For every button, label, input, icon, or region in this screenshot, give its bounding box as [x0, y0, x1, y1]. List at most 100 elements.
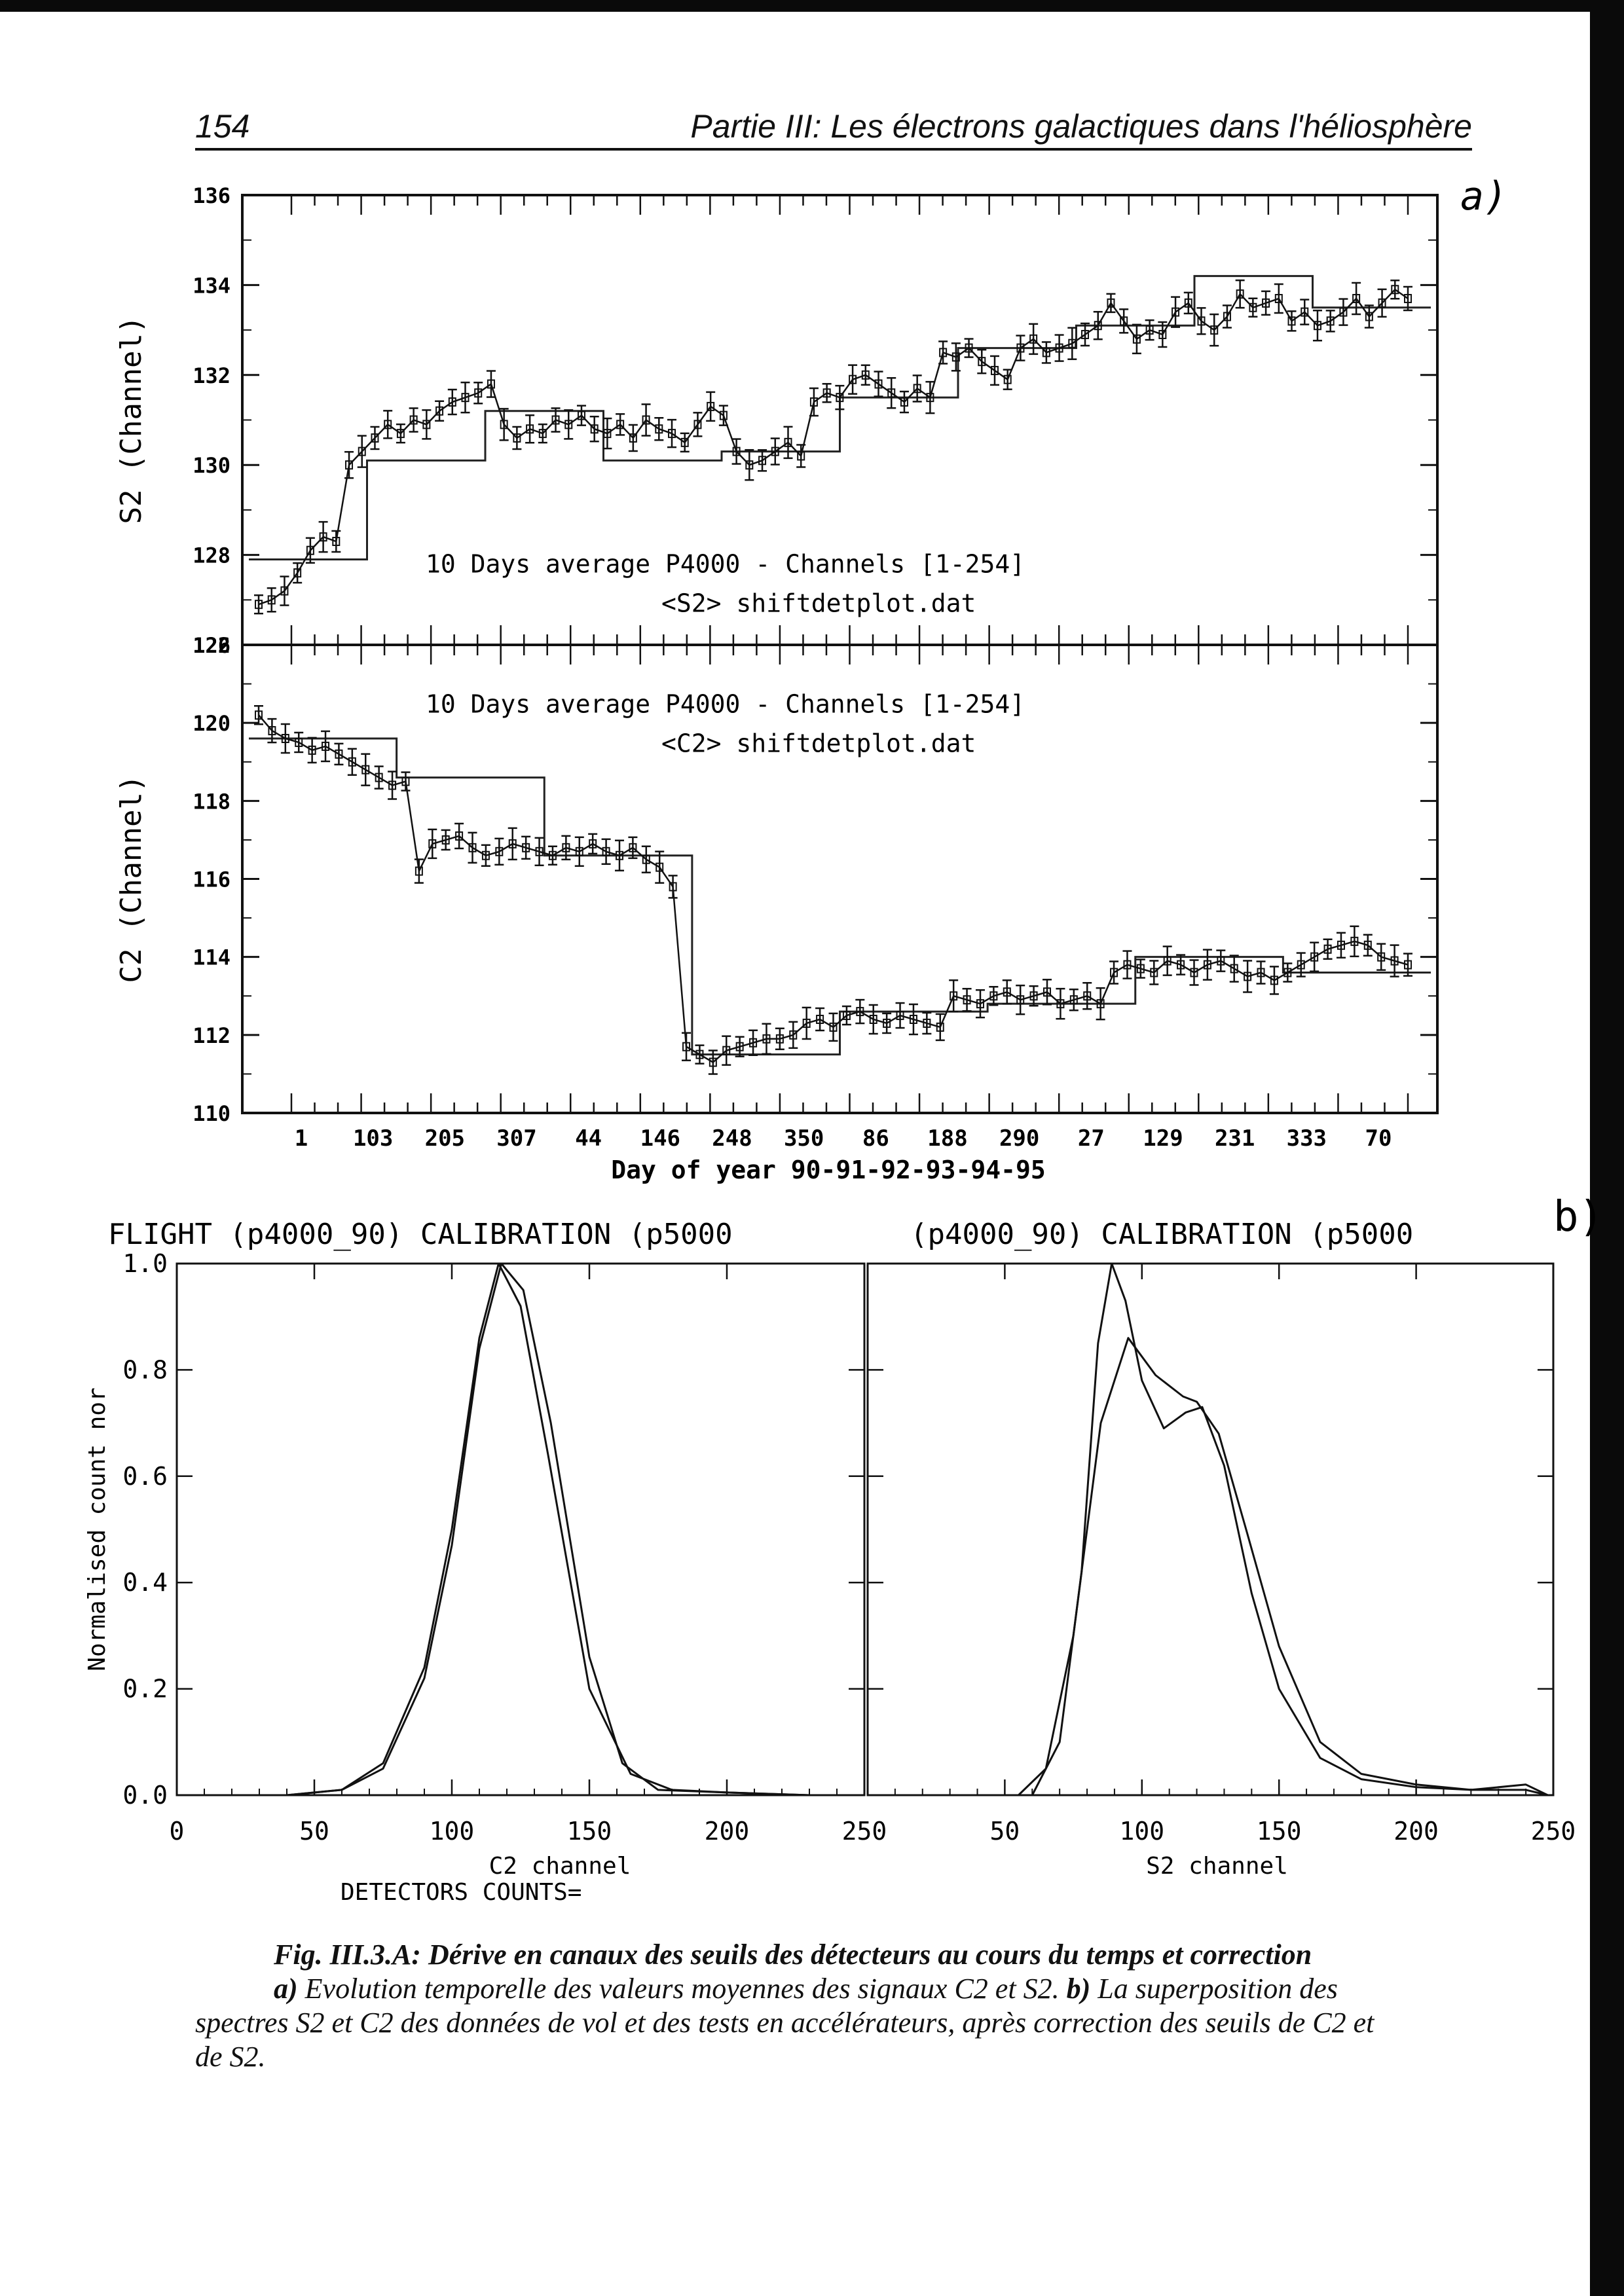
chart-s2-point [771, 446, 779, 456]
spectrum-c2-xlabel: C2 channel [489, 1853, 631, 1880]
chart-c2-point [856, 1007, 864, 1017]
chart-s2-point [1223, 312, 1231, 321]
chart-c2-point [976, 999, 984, 1009]
chart-c2-point [1163, 956, 1172, 966]
chart-c2-ytick-label: 114 [193, 945, 231, 970]
spectrum-s2-xtick-label: 50 [990, 1817, 1020, 1846]
chart-s2-point [1313, 321, 1321, 331]
chart-c2-step-level [249, 737, 1431, 1056]
chart-c2-point [1297, 960, 1305, 970]
chart-s2-ytick-label: 136 [193, 183, 231, 208]
chart-s2-point [913, 384, 921, 393]
chart-c2-point [308, 745, 316, 755]
scan-border-top [0, 0, 1624, 12]
chart-c2-point [816, 1015, 824, 1024]
chart-s2-point [1120, 316, 1128, 326]
chart-c2-xtick-label: 350 [784, 1125, 824, 1152]
spectrum-c2-ytick-label: 0.0 [122, 1781, 168, 1810]
scan-border-right [1590, 0, 1624, 2296]
spectrum-c2-series-2 [232, 1262, 810, 1796]
chart-s2-point [836, 393, 844, 403]
chart-c2-point [468, 843, 477, 852]
chart-s2-point [1287, 316, 1296, 326]
chart-s2-point [590, 424, 599, 434]
chart-s2-point [409, 415, 418, 425]
chart-s2-point [745, 460, 754, 470]
chart-c2-point [562, 843, 570, 852]
chart-s2-point [1236, 289, 1244, 299]
spectrum-c2-ytick-label: 0.4 [122, 1568, 168, 1597]
chart-s2-point [1210, 325, 1219, 335]
chart-s2-point [1158, 329, 1167, 339]
chart-c2-point [575, 847, 583, 856]
chart-s2-point [371, 433, 379, 443]
chart-s2-point [719, 410, 728, 420]
chart-s2-point [1274, 294, 1283, 304]
chart-c2-point [936, 1022, 944, 1032]
chart-s2-point [616, 420, 625, 429]
running-title: Partie III: Les électrons galactiques da… [690, 108, 1472, 145]
chart-s2-ytick-label: 128 [193, 543, 231, 568]
chart-s2-point [384, 420, 392, 429]
chart-s2-point [1145, 325, 1154, 335]
chart-c2-point [322, 741, 330, 751]
chart-s2-ytick-label: 132 [193, 363, 231, 388]
chart-s2-point [448, 397, 456, 407]
chart-c2-point [495, 847, 504, 856]
spectrum-c2-xtick-label: 250 [842, 1817, 887, 1846]
chart-c2-point [535, 847, 544, 856]
chart-c2-point [375, 773, 383, 782]
chart-c2-point [1323, 944, 1332, 954]
caption-line-4: de S2. [195, 2041, 266, 2073]
chart-s2-point [1055, 343, 1063, 353]
chart-c2-xtick-label: 231 [1215, 1125, 1255, 1152]
caption-text-a: Evolution temporelle des valeurs moyenne… [297, 1973, 1067, 2005]
spectrum-s2-title: (p4000_90) CALIBRATION (p5000 [910, 1218, 1413, 1251]
chart-c2-ytick-label: 110 [193, 1101, 231, 1126]
spectrum-c2-ytick-label: 0.2 [122, 1675, 168, 1704]
spectrum-c2-frame [175, 1262, 866, 1796]
chart-s2-point [1107, 298, 1115, 308]
chart-s2-point [900, 397, 908, 407]
chart-s2-point [1249, 302, 1257, 312]
chart-c2-point [428, 839, 437, 848]
chart-s2-point [526, 424, 534, 434]
chart-c2-point [1337, 940, 1345, 950]
chart-c2-point [1096, 999, 1105, 1009]
chart-s2-point [474, 388, 483, 398]
chart-s2-point [538, 429, 547, 439]
chart-c2-xtick-label: 188 [927, 1125, 967, 1152]
chart-c2-point [268, 726, 276, 736]
chart-c2-point [842, 1011, 851, 1021]
chart-c2-point [1404, 960, 1412, 970]
chart-c2-xtick-label: 86 [862, 1125, 889, 1152]
chart-c2-xlabel: Day of year 90-91-92-93-94-95 [611, 1156, 1045, 1184]
chart-c2-point [789, 1030, 798, 1040]
panel-a: 126 128 130 132 134 136 S2 (Channel) 10 Days av… [115, 183, 1439, 1184]
chart-s2-ytick-label: 134 [193, 273, 231, 298]
chart-s2-point [603, 429, 612, 439]
chart-c2-point [481, 850, 490, 860]
chart-c2-point [388, 780, 397, 790]
chart-s2-point [732, 446, 741, 456]
chart-c2-point [589, 839, 597, 848]
spectrum-s2-xtick-label: 100 [1119, 1817, 1164, 1846]
chart-s2-point [1016, 343, 1025, 353]
chart-c2-xtick-label: 103 [353, 1125, 393, 1152]
chart-c2-point [1310, 952, 1319, 962]
chart-c2-point [1283, 968, 1292, 977]
chart-s2-point [1301, 307, 1309, 317]
chart-c2-point [1177, 960, 1185, 970]
header-rule [195, 148, 1472, 151]
chart-c2-ytick-label: 120 [193, 711, 231, 736]
spectrum-c2-ytick-label: 0.8 [122, 1355, 168, 1384]
chart-c2-point [1363, 940, 1372, 950]
page-header: 154 Partie III: Les électrons galactique… [195, 105, 1472, 151]
chart-c2-point [602, 847, 610, 856]
chart-s2-point [319, 532, 327, 542]
caption-line-1: Fig. III.3.A: Dérive en canaux des seuil… [274, 1939, 1312, 1971]
chart-s2-point [951, 352, 960, 362]
chart-s2-point [822, 388, 831, 398]
